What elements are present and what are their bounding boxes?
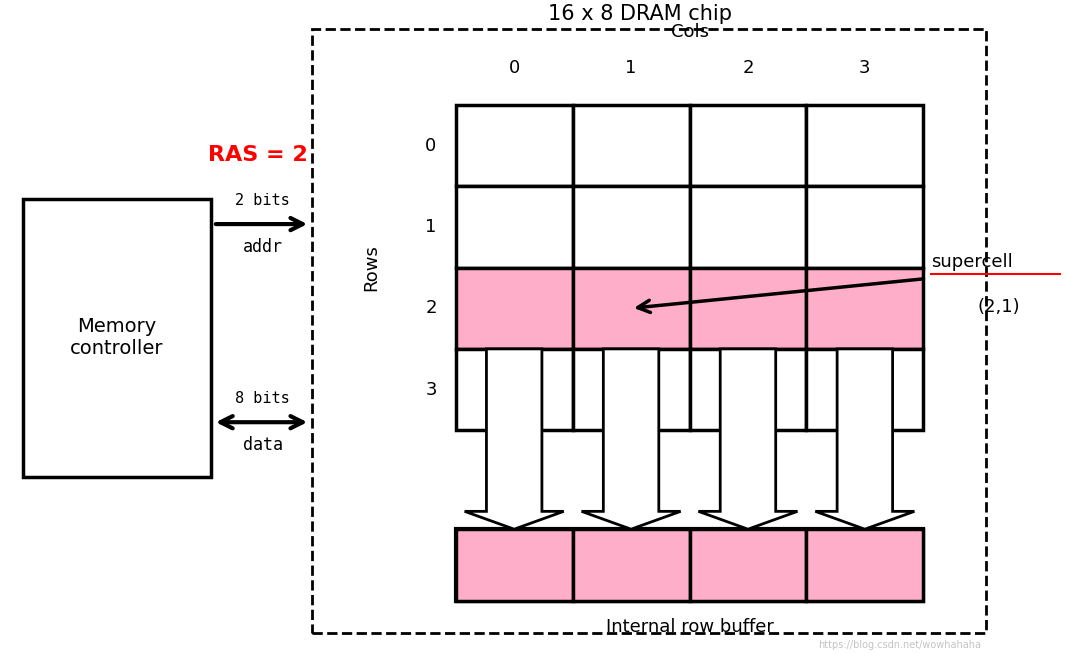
Text: 0: 0 bbox=[508, 60, 520, 77]
Polygon shape bbox=[815, 349, 915, 529]
Bar bbox=[806, 187, 923, 268]
Text: 1: 1 bbox=[425, 218, 437, 236]
Bar bbox=[806, 268, 923, 349]
Bar bbox=[22, 199, 211, 477]
Bar bbox=[806, 529, 923, 601]
Polygon shape bbox=[582, 349, 680, 529]
Bar bbox=[456, 529, 572, 601]
Text: 3: 3 bbox=[425, 381, 437, 398]
Polygon shape bbox=[698, 349, 797, 529]
Bar bbox=[456, 187, 572, 268]
Polygon shape bbox=[465, 349, 564, 529]
Bar bbox=[690, 105, 806, 187]
Bar bbox=[572, 268, 690, 349]
Text: addr: addr bbox=[243, 238, 282, 256]
Text: data: data bbox=[243, 436, 282, 454]
Bar bbox=[456, 268, 572, 349]
Bar bbox=[690, 529, 806, 601]
Text: https://blog.csdn.net/wowhahaha: https://blog.csdn.net/wowhahaha bbox=[818, 640, 981, 650]
Bar bbox=[690, 349, 806, 430]
Bar bbox=[572, 105, 690, 187]
Bar bbox=[456, 349, 572, 430]
Text: 2: 2 bbox=[742, 60, 754, 77]
Bar bbox=[312, 29, 986, 633]
Bar bbox=[572, 187, 690, 268]
Bar bbox=[456, 105, 572, 187]
Text: Memory
controller: Memory controller bbox=[70, 318, 164, 358]
Text: 2 bits: 2 bits bbox=[236, 193, 290, 208]
Text: Rows: Rows bbox=[362, 244, 381, 291]
Text: RAS = 2: RAS = 2 bbox=[208, 145, 307, 165]
Bar bbox=[690, 268, 806, 349]
Text: (2,1): (2,1) bbox=[978, 299, 1020, 316]
Text: 8 bits: 8 bits bbox=[236, 391, 290, 406]
Bar bbox=[806, 349, 923, 430]
Text: 0: 0 bbox=[425, 137, 437, 155]
Bar bbox=[572, 349, 690, 430]
Bar bbox=[456, 529, 923, 601]
Text: Internal row buffer: Internal row buffer bbox=[605, 618, 774, 637]
Text: 2: 2 bbox=[425, 299, 437, 317]
Text: 16 x 8 DRAM chip: 16 x 8 DRAM chip bbox=[548, 4, 732, 24]
Text: 1: 1 bbox=[626, 60, 636, 77]
Text: Cols: Cols bbox=[671, 23, 709, 41]
Bar bbox=[806, 105, 923, 187]
Bar bbox=[690, 187, 806, 268]
Bar bbox=[572, 529, 690, 601]
Text: supercell: supercell bbox=[932, 253, 1013, 271]
Text: 3: 3 bbox=[859, 60, 871, 77]
